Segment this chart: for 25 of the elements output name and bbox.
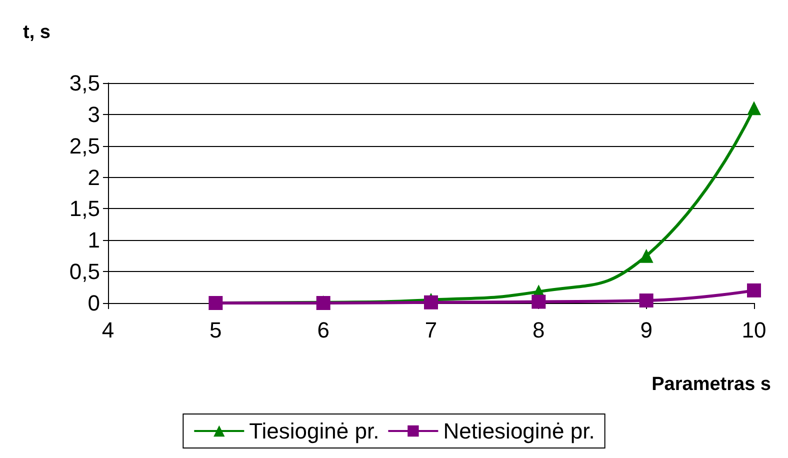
point — [424, 295, 438, 310]
x-tick-label: 5 — [210, 318, 222, 342]
x-tick-label: 8 — [532, 318, 545, 342]
y-tick-label: 3 — [88, 102, 100, 127]
point — [747, 101, 761, 116]
y-tick-label: 0 — [88, 290, 100, 316]
legend-label: Tiesioginė pr. — [249, 418, 380, 444]
y-tick-label: 0,5 — [69, 259, 100, 284]
y-tick-label: 3,5 — [69, 70, 100, 96]
point — [747, 283, 761, 298]
point — [639, 248, 654, 263]
point — [532, 294, 546, 309]
y-tick-label: 1 — [88, 228, 100, 253]
y-axis-title: t, s — [23, 22, 50, 43]
y-tick-label: 1,5 — [69, 196, 100, 222]
x-tick-label: 6 — [317, 318, 330, 342]
x-axis-title: Parametras s — [652, 374, 772, 395]
x-tick-label: 7 — [424, 318, 438, 342]
x-tick-label: 4 — [102, 318, 114, 342]
y-tick-label: 2,5 — [69, 133, 100, 158]
point — [639, 293, 654, 308]
x-tick-label: 10 — [742, 318, 766, 342]
x-tick-label: 9 — [640, 318, 652, 342]
legend-label: Netiesioginė pr. — [443, 418, 595, 444]
y-tick-label: 2 — [88, 164, 100, 190]
